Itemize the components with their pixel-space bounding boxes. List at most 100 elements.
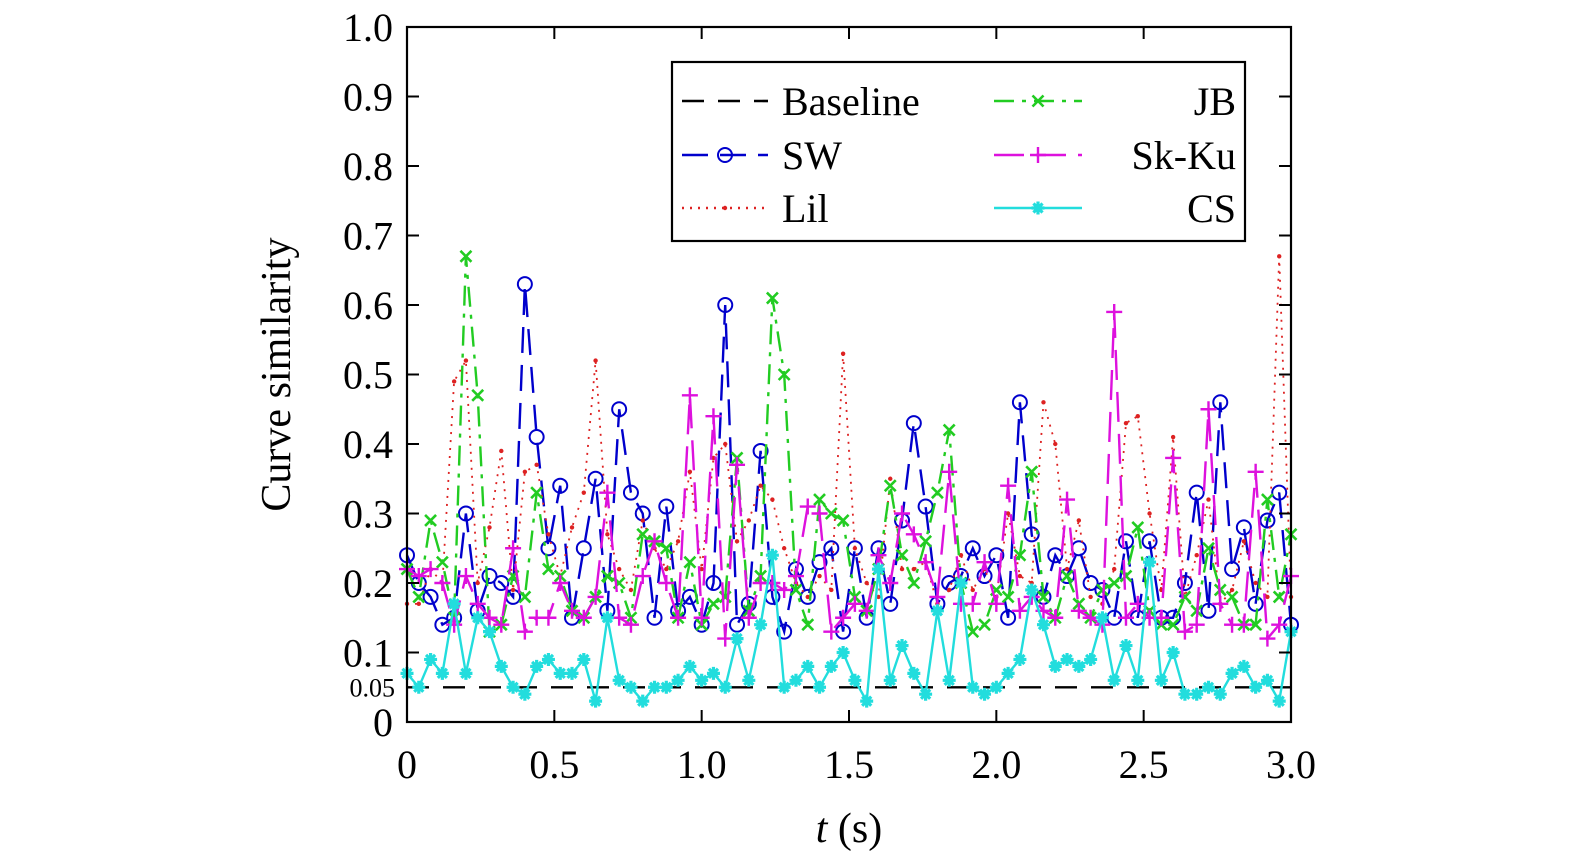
series-sk-ku-point bbox=[846, 595, 863, 612]
series-cs-point bbox=[954, 576, 968, 590]
series-sw-point bbox=[811, 554, 828, 571]
series-lil-point bbox=[781, 546, 787, 551]
series-sk-ku-point bbox=[858, 602, 875, 619]
series-cs-point bbox=[1213, 687, 1227, 701]
series-jb-point bbox=[824, 507, 838, 520]
series-cs-point bbox=[683, 659, 697, 673]
legend-label-sw: SW bbox=[782, 133, 842, 178]
series-lil-point bbox=[1112, 566, 1117, 572]
legend-label-lil: Lil bbox=[782, 186, 829, 231]
series-cs-point bbox=[1131, 673, 1145, 687]
y-tick-label: 0 bbox=[373, 700, 393, 745]
series-jb-point bbox=[1261, 493, 1274, 507]
series-lil-point bbox=[1017, 573, 1023, 579]
series-sk-ku-point bbox=[976, 554, 993, 571]
series-cs-point bbox=[1166, 646, 1180, 659]
series-lil-point bbox=[1194, 553, 1199, 558]
series-sk-ku-point bbox=[1106, 303, 1123, 320]
series-jb-point bbox=[978, 618, 991, 632]
legend-label-jb: JB bbox=[1194, 79, 1236, 124]
series-lil-point bbox=[946, 587, 952, 593]
series-sk-ku-point bbox=[1271, 616, 1288, 633]
series-cs-point bbox=[577, 652, 591, 666]
series-lil-point bbox=[734, 539, 740, 544]
series-cs-point bbox=[1084, 652, 1098, 666]
series-sk-ku-point bbox=[776, 581, 793, 598]
series-jb-line bbox=[405, 256, 1293, 634]
series-sw-point bbox=[1235, 519, 1252, 536]
series-lil-point bbox=[616, 566, 622, 572]
series-sk-ku-point bbox=[646, 533, 663, 550]
y-tick-label: 1.0 bbox=[343, 5, 393, 50]
series-sw-point bbox=[1023, 526, 1040, 543]
series-sw-point bbox=[622, 484, 639, 501]
series-jb-point bbox=[707, 597, 720, 611]
series-lil-point bbox=[534, 462, 539, 468]
series-cs-point bbox=[447, 597, 461, 611]
x-tick-label: 3.0 bbox=[1266, 742, 1316, 787]
series-sk-ku-point bbox=[658, 575, 675, 591]
series-sk-ku-point bbox=[787, 568, 804, 585]
series-sk-ku-point bbox=[1117, 609, 1134, 626]
series-cs-point bbox=[648, 680, 662, 694]
series-cs-point bbox=[1001, 666, 1015, 680]
series-sw-point bbox=[575, 540, 592, 557]
series-sw-point bbox=[1271, 484, 1288, 501]
series-cs bbox=[400, 548, 1298, 708]
legend-marker-sk-ku bbox=[1030, 147, 1046, 163]
series-cs-point bbox=[1249, 680, 1263, 694]
series-cs-point bbox=[471, 611, 485, 625]
series-sw-point bbox=[705, 575, 722, 591]
series-cs-point bbox=[1048, 659, 1062, 673]
series-cs-point bbox=[424, 652, 438, 666]
series-sk-ku-point bbox=[988, 595, 1005, 612]
series-jb-point bbox=[1202, 541, 1215, 555]
series-cs-point bbox=[919, 687, 933, 701]
series-jb-point bbox=[683, 555, 697, 569]
series-lil-point bbox=[416, 601, 421, 607]
series-sk-ku-point bbox=[1200, 401, 1217, 418]
axes: 00.10.20.30.40.50.60.70.80.91.00.050 0.5 1… bbox=[254, 5, 1316, 852]
series-cs-point bbox=[518, 687, 532, 701]
series-sw-point bbox=[611, 401, 628, 418]
series-cs-point bbox=[636, 694, 650, 708]
series-lil-point bbox=[746, 518, 752, 523]
series-sw-point bbox=[729, 616, 746, 633]
series-lil-point bbox=[723, 441, 728, 447]
series-cs-point bbox=[412, 680, 426, 694]
series-jb-point bbox=[907, 576, 921, 590]
series-sw-point bbox=[1259, 512, 1276, 529]
series-lil-point bbox=[569, 525, 575, 530]
series-cs-point bbox=[494, 659, 508, 673]
series-sw-point bbox=[1188, 484, 1205, 501]
series-lil-point bbox=[451, 379, 457, 384]
series-jb-point bbox=[801, 618, 815, 632]
series-sk-ku-point bbox=[941, 463, 958, 480]
series-lil-point bbox=[675, 539, 681, 544]
series-cs-point bbox=[718, 680, 732, 694]
series-sk-ku-point bbox=[587, 588, 604, 605]
series-lil-point bbox=[475, 580, 480, 586]
series-jb-point bbox=[435, 555, 449, 569]
series-cs-point bbox=[671, 673, 685, 687]
series-lil-point bbox=[1170, 434, 1176, 440]
series-jb-point bbox=[1249, 618, 1263, 632]
series-cs-point bbox=[541, 652, 555, 666]
series-lil-point bbox=[510, 587, 516, 593]
series-jb-point bbox=[424, 514, 437, 527]
series-jb-point bbox=[1013, 548, 1027, 562]
series-jb-point bbox=[1037, 590, 1050, 604]
series-sk-ku-point bbox=[1247, 463, 1264, 480]
series-cs-point bbox=[459, 666, 473, 680]
series-sw-point bbox=[823, 540, 840, 557]
series-jb-point bbox=[471, 388, 485, 402]
series-sw-point bbox=[646, 609, 663, 626]
series-cs-point bbox=[1072, 659, 1086, 673]
legend-marker-lil bbox=[722, 205, 728, 211]
series-cs-point bbox=[848, 673, 862, 687]
series-jb-point bbox=[542, 562, 555, 576]
series-lil-point bbox=[1005, 511, 1011, 516]
series-sw-point bbox=[1212, 394, 1229, 411]
series-jb-point bbox=[1095, 583, 1109, 597]
